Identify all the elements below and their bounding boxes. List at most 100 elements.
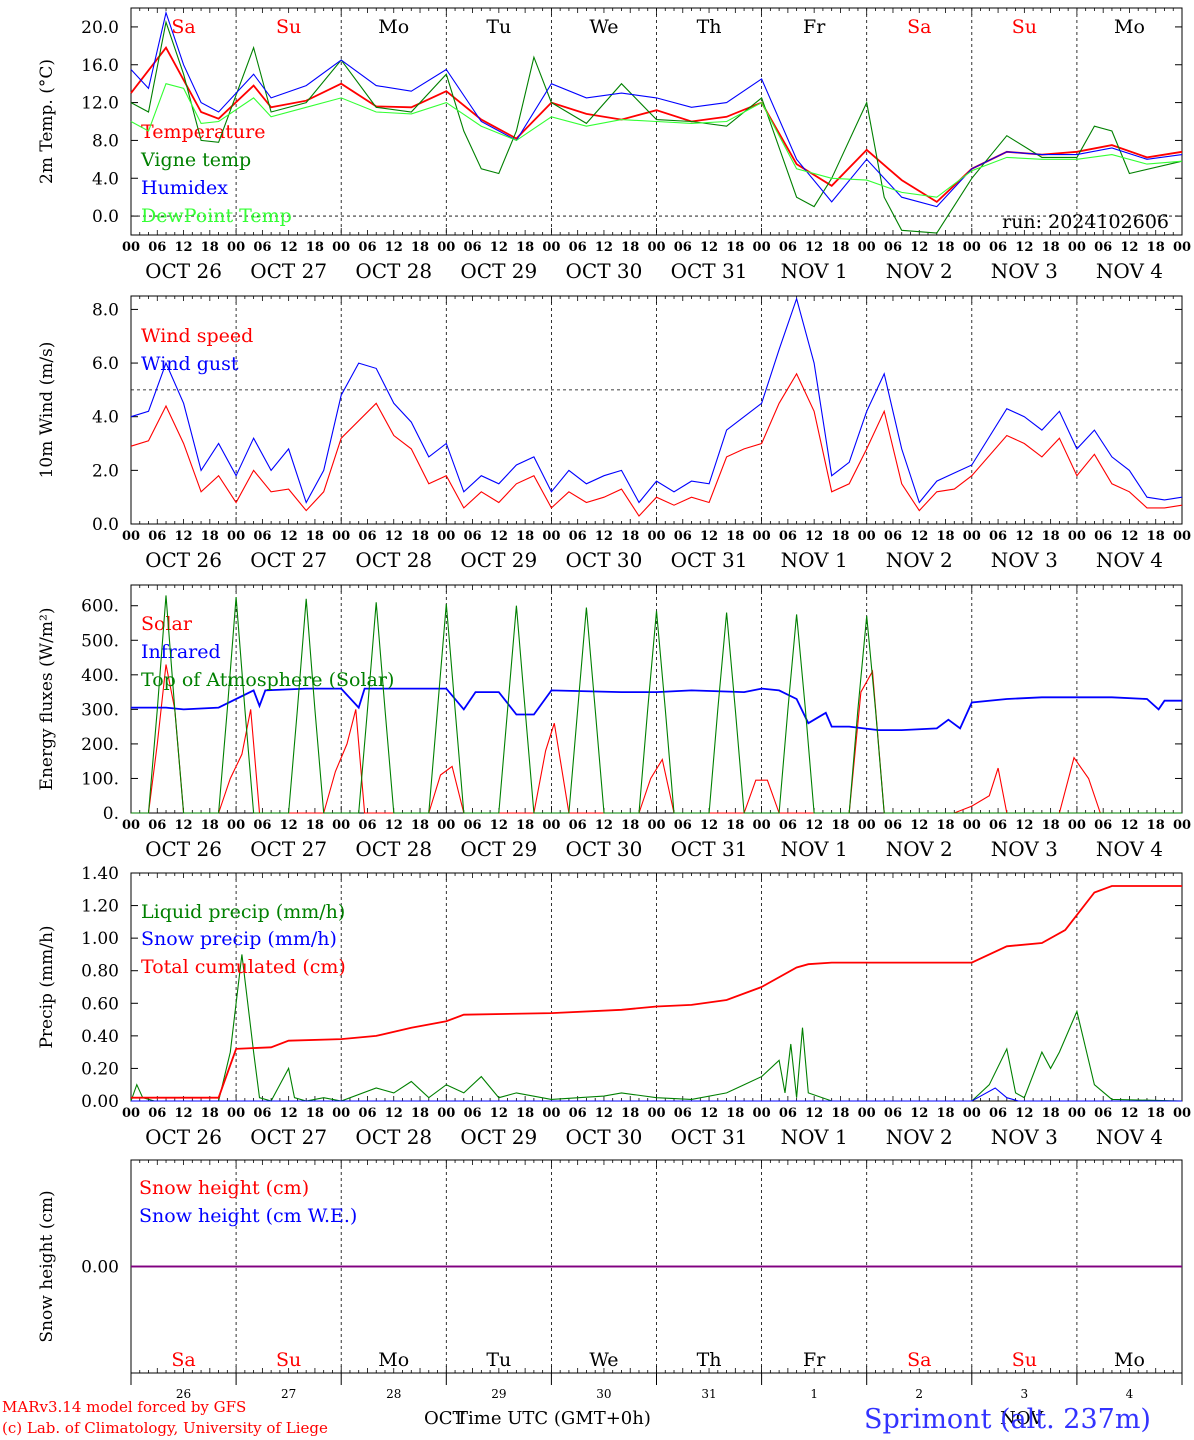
date-label: OCT 31	[671, 1125, 748, 1149]
y-tick-label: 4.0	[92, 169, 119, 189]
date-label: NOV 1	[781, 837, 848, 861]
series-line-snow-precip-mm-h	[131, 1087, 1182, 1102]
hour-tick-label: 00	[858, 529, 876, 544]
hour-tick-label: 00	[437, 1106, 455, 1121]
date-label: OCT 28	[355, 548, 432, 572]
hour-tick-label: 06	[253, 1106, 271, 1121]
hour-tick-label: 18	[621, 818, 639, 833]
hour-tick-label: 06	[464, 240, 482, 255]
series-line-liquid-precip-mm-h	[130, 954, 1183, 1102]
y-tick-label: 600.	[81, 597, 119, 617]
date-label: OCT 29	[460, 837, 537, 861]
day-number-label: 2	[915, 1387, 923, 1401]
hour-tick-label: 06	[358, 1106, 376, 1121]
hour-tick-label: 12	[175, 240, 193, 255]
legend-entry: Infrared	[141, 641, 221, 663]
day-number-label: 29	[491, 1387, 506, 1401]
hour-tick-label: 06	[358, 240, 376, 255]
hour-tick-label: 12	[910, 529, 928, 544]
hour-tick-label: 06	[358, 818, 376, 833]
hour-tick-label: 06	[253, 818, 271, 833]
hour-tick-label: 00	[647, 240, 665, 255]
hour-tick-label: 00	[542, 1106, 560, 1121]
hour-tick-label: 18	[306, 529, 324, 544]
hour-tick-label: 06	[148, 529, 166, 544]
hour-tick-label: 00	[437, 529, 455, 544]
hour-tick-label: 18	[726, 1106, 744, 1121]
hour-tick-label: 18	[831, 240, 849, 255]
day-number-label: 4	[1126, 1387, 1134, 1401]
series-line-infrared	[131, 687, 1182, 731]
hour-tick-label: 18	[516, 1106, 534, 1121]
legend-entry: Solar	[141, 613, 193, 635]
date-label: NOV 2	[886, 548, 953, 572]
y-axis-label: Energy fluxes (W/m²)	[37, 608, 57, 791]
hour-tick-label: 00	[437, 818, 455, 833]
y-tick-label: 300.	[81, 700, 119, 720]
y-tick-label: 0.40	[81, 1027, 119, 1047]
date-label: OCT 27	[250, 1125, 327, 1149]
day-of-week-label: Sa	[907, 1349, 931, 1371]
hour-tick-label: 00	[122, 240, 140, 255]
hour-tick-label: 12	[910, 818, 928, 833]
day-of-week-label: Su	[1012, 1349, 1037, 1371]
hour-tick-label: 06	[674, 1106, 692, 1121]
hour-tick-label: 06	[569, 240, 587, 255]
hour-tick-label: 12	[385, 529, 403, 544]
hour-tick-label: 12	[280, 1106, 298, 1121]
hour-tick-label: 00	[647, 529, 665, 544]
y-tick-label: 200.	[81, 735, 119, 755]
y-tick-label: 0.20	[81, 1059, 119, 1079]
hour-tick-label: 00	[1173, 240, 1191, 255]
legend-entry: Snow height (cm)	[139, 1177, 309, 1199]
date-label: OCT 30	[566, 1125, 643, 1149]
hour-tick-label: 18	[1147, 1106, 1165, 1121]
hour-tick-label: 18	[306, 818, 324, 833]
date-label: OCT 29	[460, 1125, 537, 1149]
hour-tick-label: 18	[516, 240, 534, 255]
date-label: OCT 27	[250, 548, 327, 572]
hour-tick-label: 12	[490, 1106, 508, 1121]
hour-tick-label: 06	[358, 529, 376, 544]
day-number-label: 26	[176, 1387, 191, 1401]
date-label: NOV 4	[1096, 1125, 1163, 1149]
series-line-top-of-atmosphere-solar	[131, 595, 1182, 814]
hour-tick-label: 12	[595, 240, 613, 255]
hour-tick-label: 18	[1042, 529, 1060, 544]
day-of-week-label: Fr	[803, 1349, 826, 1371]
hour-tick-label: 00	[332, 1106, 350, 1121]
hour-tick-label: 18	[411, 1106, 429, 1121]
hour-tick-label: 18	[726, 818, 744, 833]
legend-entry: Vigne temp	[140, 149, 251, 171]
hour-tick-label: 12	[805, 529, 823, 544]
hour-tick-label: 06	[148, 240, 166, 255]
hour-tick-label: 06	[1094, 529, 1112, 544]
hour-tick-label: 00	[1173, 818, 1191, 833]
hour-tick-label: 18	[201, 818, 219, 833]
hour-tick-label: 00	[963, 240, 981, 255]
hour-tick-label: 06	[148, 818, 166, 833]
hour-tick-label: 18	[621, 1106, 639, 1121]
date-label: OCT 30	[566, 548, 643, 572]
series-line-wind-gust	[130, 296, 1183, 504]
hour-tick-label: 00	[227, 240, 245, 255]
hour-tick-label: 18	[726, 529, 744, 544]
hour-tick-label: 12	[490, 818, 508, 833]
hour-tick-label: 06	[779, 1106, 797, 1121]
legend-entry: Total cumulated (cm)	[141, 956, 346, 978]
hour-tick-label: 00	[122, 818, 140, 833]
hour-tick-label: 06	[884, 818, 902, 833]
hour-tick-label: 12	[490, 529, 508, 544]
series-line-wind-speed	[130, 372, 1183, 517]
date-label: OCT 28	[355, 837, 432, 861]
hour-tick-label: 18	[1147, 529, 1165, 544]
day-of-week-label: Su	[276, 1349, 301, 1371]
date-label: OCT 31	[671, 548, 748, 572]
date-label: OCT 31	[671, 259, 748, 283]
hour-tick-label: 18	[516, 529, 534, 544]
credit-lab: (c) Lab. of Climatology, University of L…	[2, 1419, 328, 1437]
hour-tick-label: 06	[779, 240, 797, 255]
y-tick-label: 16.0	[81, 56, 119, 76]
hour-tick-label: 00	[332, 818, 350, 833]
y-tick-label: 12.0	[81, 94, 119, 114]
